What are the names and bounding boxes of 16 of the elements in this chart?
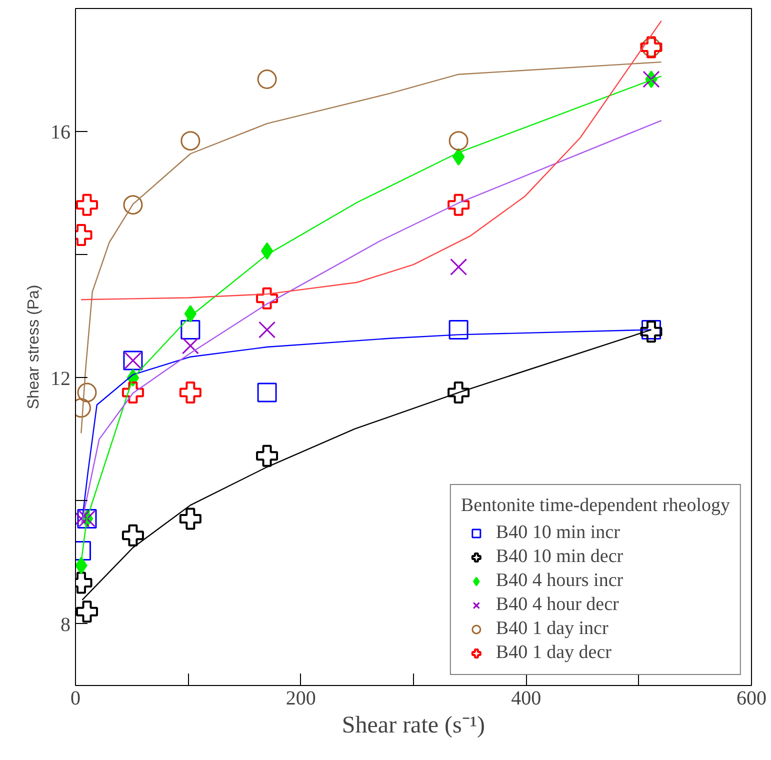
- legend-title: Bentonite time-dependent rheology: [460, 495, 730, 517]
- legend-label: B40 10 min incr: [496, 522, 620, 544]
- x-tick-label: 400: [511, 688, 542, 710]
- y-tick-label: 12: [50, 368, 70, 390]
- y-axis-title: Shear stress (Pa): [26, 284, 42, 410]
- y-tick-label: 8: [60, 614, 70, 636]
- legend-label: B40 1 day incr: [496, 618, 608, 640]
- legend-label: B40 10 min decr: [496, 546, 624, 568]
- x-tick-label: 200: [286, 688, 316, 710]
- legend-label: B40 4 hours incr: [496, 570, 624, 592]
- x-tick-label: 600: [736, 688, 766, 710]
- y-tick-label: 16: [50, 122, 70, 144]
- x-axis-title: Shear rate (s⁻¹): [342, 712, 486, 738]
- legend-label: B40 1 day decr: [496, 642, 612, 664]
- legend-label: B40 4 hour decr: [496, 594, 619, 616]
- x-tick-label: 0: [70, 688, 80, 710]
